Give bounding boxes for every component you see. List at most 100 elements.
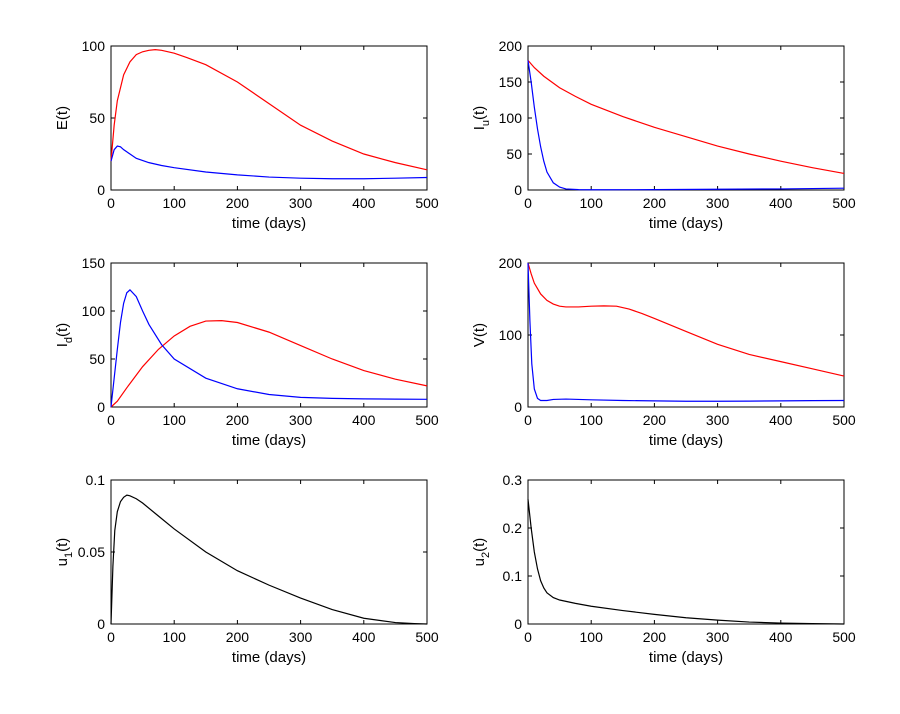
u2-chart: 0 100 200 300 400 500 0 0.1 0.2 0.3 time (days) u2(… [471, 472, 856, 666]
y-axis-label-suffix: (t) [471, 106, 488, 120]
y-tick-label: 100 [82, 303, 106, 319]
y-axis-label-main: u [471, 558, 488, 566]
x-axis-label: time (days) [649, 215, 723, 232]
x-tick-label: 300 [706, 195, 730, 211]
plot-frame [110, 45, 428, 191]
x-tick-label: 500 [832, 195, 856, 211]
series-line-blue [110, 145, 428, 180]
y-tick-label: 50 [89, 351, 105, 367]
series-line-red [527, 262, 845, 377]
x-tick-label: 400 [352, 195, 376, 211]
x-tick-label: 400 [769, 412, 793, 428]
x-tick-label: 100 [163, 412, 187, 428]
y-tick-label: 0 [514, 399, 522, 415]
y-tick-label: 100 [499, 110, 523, 126]
y-axis-label: u1(t) [54, 538, 75, 567]
x-tick-label: 200 [226, 195, 250, 211]
x-tick-label: 100 [580, 629, 604, 645]
series-line-black [110, 494, 428, 625]
x-axis-label: time (days) [232, 649, 306, 666]
x-tick-label: 100 [580, 412, 604, 428]
y-tick-label: 0.3 [503, 472, 523, 488]
x-tick-label: 300 [289, 629, 313, 645]
x-axis-label: time (days) [232, 432, 306, 449]
x-tick-label: 200 [643, 629, 667, 645]
y-axis-label-suffix: (t) [54, 538, 71, 552]
x-tick-label: 300 [706, 412, 730, 428]
x-tick-label: 300 [289, 412, 313, 428]
y-tick-label: 150 [499, 74, 523, 90]
y-tick-label: 0.2 [503, 520, 523, 536]
plot-frame [110, 479, 428, 625]
x-tick-label: 0 [524, 412, 532, 428]
series-line-red [110, 48, 428, 171]
y-tick-label: 50 [89, 110, 105, 126]
x-tick-label: 500 [415, 412, 439, 428]
y-tick-label: 0 [97, 182, 105, 198]
x-tick-label: 400 [769, 629, 793, 645]
y-tick-label: 0.1 [86, 472, 106, 488]
y-axis-label-subscript: 2 [480, 552, 492, 558]
x-tick-label: 200 [226, 629, 250, 645]
plot-frame [527, 45, 845, 191]
x-tick-label: 0 [107, 195, 115, 211]
y-axis-label: Id(t) [54, 323, 75, 347]
x-axis-label: time (days) [649, 432, 723, 449]
series-line-blue [527, 262, 845, 402]
y-axis-label-subscript: d [63, 337, 75, 343]
x-axis-label: time (days) [649, 649, 723, 666]
y-tick-label: 0 [97, 616, 105, 632]
x-tick-label: 400 [352, 629, 376, 645]
x-tick-label: 0 [524, 195, 532, 211]
x-axis-label: time (days) [232, 215, 306, 232]
y-axis-label-subscript: u [480, 120, 492, 126]
x-tick-label: 300 [289, 195, 313, 211]
x-tick-label: 0 [107, 412, 115, 428]
y-tick-label: 0.1 [503, 568, 523, 584]
plot-frame [527, 479, 845, 625]
id-chart: 0 100 200 300 400 500 0 50 100 150 time (days) Id(t… [54, 255, 439, 449]
y-tick-label: 0 [514, 616, 522, 632]
y-tick-label: 200 [499, 255, 523, 271]
u1-chart: 0 100 200 300 400 500 0 0.05 0.1 time (days) u1(t) [54, 472, 439, 666]
x-tick-label: 100 [163, 629, 187, 645]
x-tick-label: 200 [226, 412, 250, 428]
y-tick-label: 200 [499, 38, 523, 54]
y-axis-label: V(t) [471, 323, 488, 347]
series-line-blue [527, 60, 845, 191]
iu-chart: 0 100 200 300 400 500 0 50 100 150 200 time (days) I… [471, 38, 856, 232]
x-tick-label: 200 [643, 195, 667, 211]
y-tick-label: 50 [506, 146, 522, 162]
y-tick-label: 150 [82, 255, 106, 271]
series-line-blue [110, 289, 428, 408]
y-axis-label-subscript: 1 [63, 552, 75, 558]
y-tick-label: 0 [514, 182, 522, 198]
x-tick-label: 500 [832, 629, 856, 645]
y-axis-label-suffix: (t) [471, 538, 488, 552]
y-axis-label-suffix: (t) [54, 323, 71, 337]
x-tick-label: 100 [163, 195, 187, 211]
y-tick-label: 100 [499, 327, 523, 343]
e-chart: 0 100 200 300 400 500 0 50 100 time (days) E(t) [54, 38, 439, 232]
x-tick-label: 300 [706, 629, 730, 645]
v-chart: 0 100 200 300 400 500 0 100 200 time (days) V(t) [471, 255, 856, 449]
x-tick-label: 100 [580, 195, 604, 211]
y-axis-label: u2(t) [471, 538, 492, 567]
y-tick-label: 0.05 [78, 544, 105, 560]
y-axis-label-main: I [471, 126, 488, 130]
x-tick-label: 500 [415, 629, 439, 645]
x-tick-label: 200 [643, 412, 667, 428]
series-line-black [527, 499, 845, 625]
y-axis-label: Iu(t) [471, 106, 492, 130]
y-axis-label-main: u [54, 558, 71, 566]
series-line-red [527, 60, 845, 175]
x-tick-label: 500 [832, 412, 856, 428]
y-axis-label-main: I [54, 343, 71, 347]
y-tick-label: 0 [97, 399, 105, 415]
plot-frame [110, 262, 428, 408]
x-tick-label: 0 [524, 629, 532, 645]
x-tick-label: 400 [769, 195, 793, 211]
series-line-red [110, 319, 428, 408]
x-tick-label: 500 [415, 195, 439, 211]
